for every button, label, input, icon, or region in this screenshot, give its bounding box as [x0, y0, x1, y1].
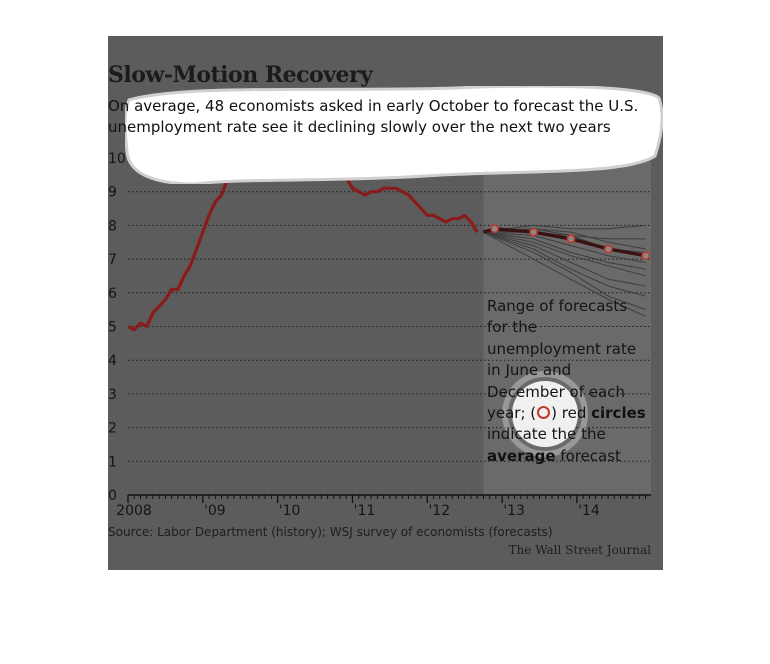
annotation-bold-average: average	[487, 446, 556, 465]
forecast-range-line	[483, 231, 646, 311]
forecast-range-line	[483, 231, 646, 297]
y-tick-label: 6	[108, 286, 117, 302]
red-circle-icon	[537, 406, 551, 420]
history-line	[127, 156, 479, 332]
chart-plot: 0 1 2 3 4 5 6 7 8 9 10% 2008 '09 '10 '11 '12 '13 '14	[108, 148, 651, 519]
chart-subtitle: On average, 48 economists asked in early…	[108, 97, 639, 136]
forecast-range-line	[483, 231, 647, 317]
annotation-text-2: ) red	[551, 404, 592, 423]
y-tick-label: 3	[108, 387, 117, 403]
average-forecast-point	[566, 234, 576, 244]
annotation-text-4: forecast	[555, 446, 621, 465]
average-forecast-point	[529, 227, 538, 237]
y-tick-label: 4	[108, 353, 117, 369]
y-tick-label: 1	[108, 454, 117, 470]
y-tick-label: 0	[108, 488, 117, 504]
chart-title: Slow-Motion Recovery	[108, 62, 373, 88]
range-annotation: Range of forecasts for the unemployment …	[487, 296, 652, 467]
x-tick-label: '11	[354, 503, 376, 519]
y-tick-label: 5	[108, 320, 117, 336]
y-tick-label: 10%	[108, 151, 139, 167]
average-forecast-point	[603, 244, 613, 254]
x-tick-label: '12	[428, 503, 450, 519]
y-tick-label: 8	[108, 218, 117, 234]
forecast-range-line	[483, 231, 646, 270]
average-forecast-point	[490, 224, 500, 234]
y-tick-label: 2	[108, 421, 117, 437]
x-tick-label: 2008	[116, 503, 152, 519]
average-forecast-point	[641, 251, 651, 261]
forecast-range-line	[483, 231, 646, 263]
x-tick-label: '09	[204, 503, 226, 519]
forecast-range-line	[483, 231, 646, 277]
y-tick-label: 9	[108, 185, 117, 201]
forecast-range-line	[483, 224, 646, 233]
source-note: Source: Labor Department (history); WSJ …	[108, 525, 553, 539]
x-tick-label: '13	[503, 503, 525, 519]
publisher-credit: The Wall Street Journal	[508, 543, 651, 557]
y-tick-label: 7	[108, 252, 117, 268]
annotation-text-1: Range of forecasts for the unemployment …	[487, 297, 637, 423]
forecast-range-line	[483, 231, 646, 287]
annotation-bold-circles: circles	[591, 404, 646, 423]
x-tick-label: '10	[279, 503, 301, 519]
history-line-peak	[226, 156, 348, 180]
x-tick-label: '14	[578, 503, 600, 519]
annotation-text-3: indicate the the	[487, 425, 606, 444]
annotation-highlight-ring	[502, 371, 588, 457]
